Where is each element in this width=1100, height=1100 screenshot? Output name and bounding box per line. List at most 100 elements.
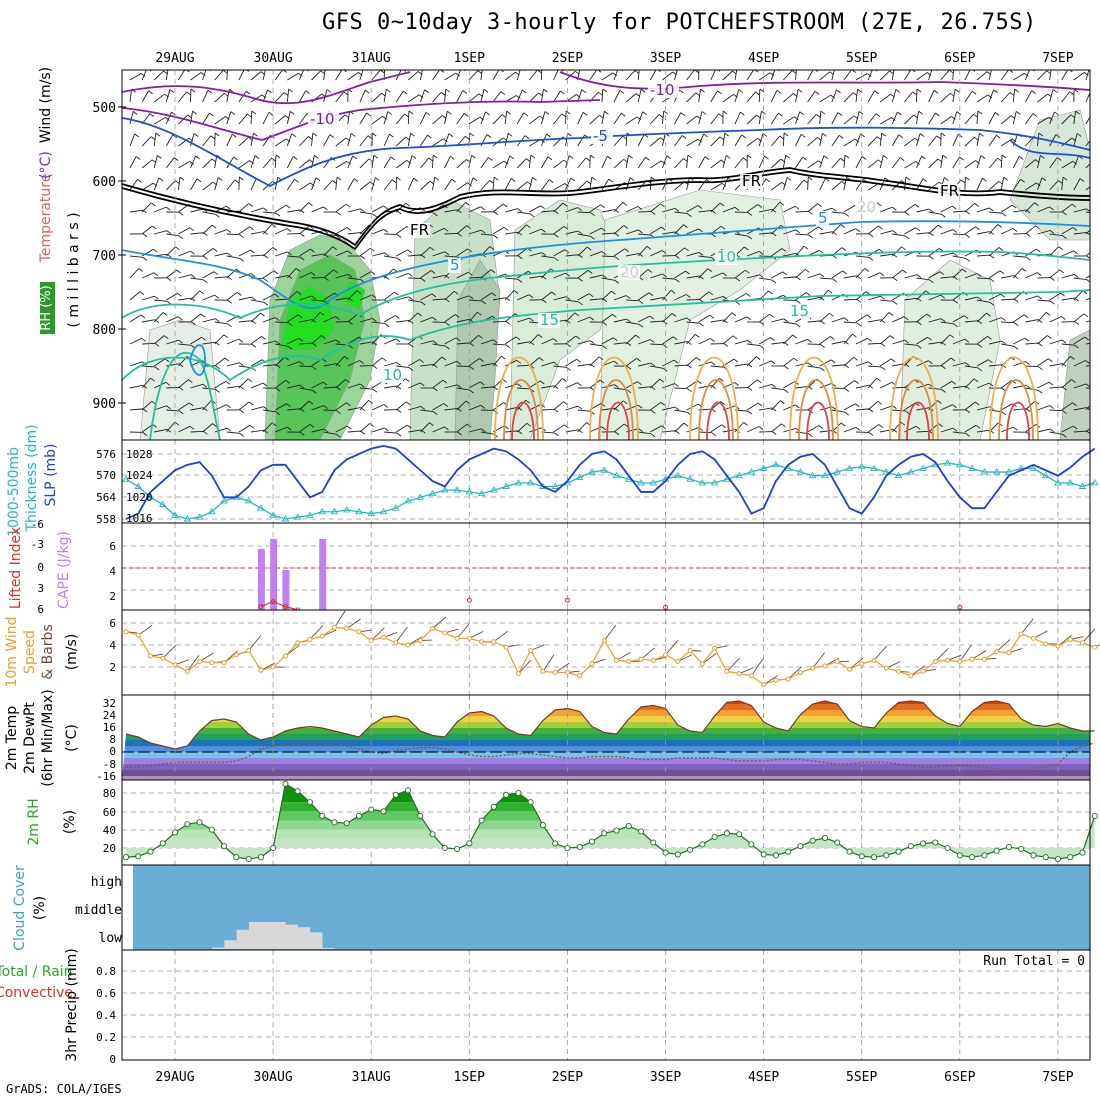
wind-barb-flag bbox=[310, 248, 315, 253]
thickness-marker bbox=[857, 462, 866, 470]
wind-barb bbox=[880, 253, 894, 257]
contour-label-bg bbox=[591, 129, 613, 144]
wind-barb bbox=[843, 298, 857, 301]
contour-label: 10 bbox=[717, 248, 736, 266]
wind-barb bbox=[988, 70, 992, 81]
wind-speed-marker bbox=[1092, 644, 1098, 650]
rh-marker bbox=[392, 791, 399, 798]
wind-barb-flag bbox=[683, 158, 688, 162]
wind-barb-flag bbox=[441, 356, 447, 361]
wind-barb-flag bbox=[152, 248, 158, 253]
wind-barb-flag bbox=[360, 430, 366, 435]
wind-barb-flag bbox=[148, 90, 153, 95]
wind-barb-flag bbox=[154, 295, 159, 300]
wind-barb-flag bbox=[287, 322, 293, 327]
wind-barb-flag bbox=[658, 114, 664, 118]
credit-text: GrADS: COLA/IGES bbox=[6, 1082, 122, 1096]
wind-barb bbox=[1085, 342, 1090, 345]
wind-barb bbox=[1061, 160, 1074, 169]
wind-barb-flag bbox=[1072, 402, 1077, 407]
wind-barb-flag bbox=[717, 90, 722, 95]
wind-barb bbox=[940, 334, 951, 345]
wind-barb-flag bbox=[588, 293, 594, 298]
wind-barb-flag bbox=[308, 400, 314, 405]
wind-barb bbox=[383, 361, 397, 367]
wind-barb-flag bbox=[179, 211, 184, 216]
wind-barb bbox=[928, 318, 942, 323]
wind-barb-flag bbox=[381, 357, 387, 362]
wind-barb-flag bbox=[154, 366, 160, 371]
wind-barb bbox=[238, 203, 250, 213]
wind-barb bbox=[395, 401, 407, 411]
wind-barb bbox=[746, 426, 760, 433]
chart-title: GFS 0~10day 3-hourly for POTCHEFSTROOM (… bbox=[322, 10, 1037, 35]
wind-barb-flag bbox=[455, 72, 460, 77]
wind-barb bbox=[940, 229, 954, 235]
wind-barb bbox=[444, 255, 458, 258]
wind-barb bbox=[395, 113, 405, 125]
wind-barb-flag bbox=[679, 89, 684, 94]
wind-barb bbox=[589, 114, 600, 125]
wind-barb bbox=[698, 268, 709, 279]
wind-barb-flag bbox=[687, 388, 692, 393]
wind-barb bbox=[335, 203, 347, 213]
wind-barb bbox=[1085, 116, 1090, 125]
wind-barb bbox=[677, 654, 692, 662]
wind-barb-flag bbox=[472, 177, 478, 182]
wind-speed-marker bbox=[601, 638, 607, 644]
wind-barb-flag bbox=[336, 433, 341, 438]
wind-barb-flag bbox=[165, 206, 171, 211]
wind-barb bbox=[456, 225, 467, 235]
wind-barb bbox=[686, 334, 696, 345]
rh-marker bbox=[122, 854, 130, 861]
wind-barb bbox=[831, 158, 841, 169]
wind-barb-flag bbox=[989, 278, 995, 283]
wind-barb bbox=[904, 343, 918, 346]
temp-ylabel-a: 2m Temp bbox=[4, 706, 20, 770]
wind-barb-flag bbox=[747, 212, 753, 216]
wind-barb-flag bbox=[433, 411, 438, 415]
wind-barb-flag bbox=[405, 202, 411, 207]
wind-barb-flag bbox=[390, 156, 396, 161]
wind-barb bbox=[299, 159, 310, 169]
wind-barb bbox=[141, 272, 155, 279]
contour-label: FR bbox=[410, 221, 429, 239]
wind-barb-flag bbox=[1058, 246, 1063, 251]
wind-barb bbox=[1085, 229, 1090, 235]
wind-barb-flag bbox=[1024, 337, 1030, 342]
wind-barb bbox=[517, 294, 530, 301]
wind-barb bbox=[286, 268, 297, 279]
wind-barb bbox=[976, 207, 990, 213]
wind-barb-flag bbox=[974, 401, 980, 406]
wind-barb bbox=[359, 135, 369, 147]
wind-barb bbox=[988, 89, 994, 103]
wind-barb-flag bbox=[843, 317, 849, 322]
wind-barb-flag bbox=[974, 203, 979, 207]
wind-barb bbox=[529, 275, 543, 279]
wind-barb-flag bbox=[901, 246, 906, 251]
wind-barb bbox=[952, 89, 956, 103]
thickness-marker bbox=[1078, 482, 1087, 489]
wind-barb bbox=[710, 90, 718, 103]
wind-barb bbox=[565, 254, 579, 257]
wind-barb bbox=[129, 337, 142, 345]
wind-barb-flag bbox=[940, 318, 946, 322]
wind-barb-flag bbox=[1096, 248, 1100, 251]
wind-barb bbox=[432, 426, 445, 433]
wind-barb bbox=[710, 182, 723, 191]
tick-label: 6 bbox=[109, 617, 116, 630]
wind-speed-marker bbox=[932, 659, 938, 664]
wind-barb bbox=[976, 299, 990, 303]
wind-barb bbox=[541, 291, 552, 301]
wind-barb bbox=[202, 247, 214, 257]
wind-barb-flag bbox=[229, 88, 234, 93]
date-label-top: 30AUG bbox=[254, 51, 293, 66]
wind-barb-flag bbox=[420, 254, 426, 259]
wind-barb-flag bbox=[589, 154, 595, 159]
wind-barb bbox=[504, 208, 518, 213]
wind-barb bbox=[891, 111, 898, 125]
temperature-contour bbox=[149, 351, 221, 440]
wind-barb-flag bbox=[1071, 203, 1077, 208]
rh-marker bbox=[723, 830, 730, 837]
wind-barb-flag bbox=[734, 382, 739, 386]
